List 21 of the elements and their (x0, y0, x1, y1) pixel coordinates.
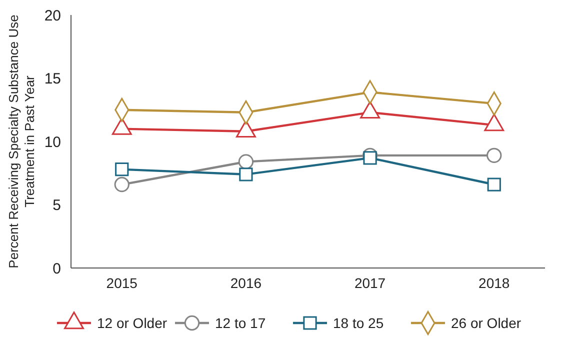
y-tick-label: 20 (44, 7, 61, 24)
point (239, 168, 253, 182)
x-tick-label: 2017 (354, 275, 386, 291)
legend-label: 12 or Older (97, 314, 168, 331)
legend-label: 18 to 25 (333, 314, 384, 331)
x-tick-label: 2015 (106, 275, 138, 291)
y-tick-label: 10 (44, 134, 61, 151)
x-tick-label: 2018 (478, 275, 510, 291)
y-tick-label: 15 (44, 70, 61, 88)
point (486, 148, 502, 163)
y-tick-label: 0 (52, 260, 61, 278)
y-axis-title: Percent Receiving Specialty Substance Use Treatment in Past Year (6, 14, 37, 268)
point (238, 154, 254, 170)
point (363, 151, 377, 165)
y-tick-label: 5 (52, 197, 61, 214)
legend-label: 12 to 17 (215, 314, 266, 331)
point (487, 178, 501, 192)
x-tick-label: 2016 (230, 275, 262, 291)
point (114, 176, 130, 192)
legend-label: 26 or Older (451, 314, 522, 331)
point (115, 162, 129, 176)
